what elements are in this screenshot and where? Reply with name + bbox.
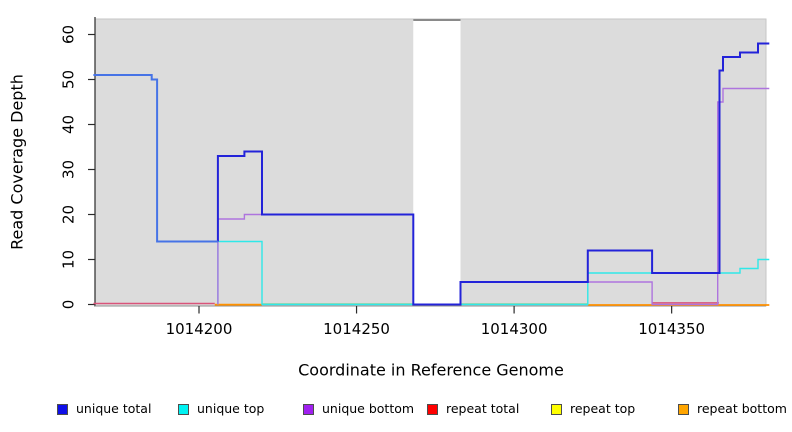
x-tick-label: 1014200	[166, 320, 233, 338]
y-axis-label: Read Coverage Depth	[7, 74, 27, 250]
masked-gap-band	[413, 19, 461, 306]
legend-swatch-repeat-total	[427, 403, 438, 415]
legend-item-unique-bottom: unique bottom	[303, 402, 414, 416]
legend-item-unique-top: unique top	[178, 402, 264, 416]
legend-swatch-unique-bottom	[303, 403, 314, 415]
unique-total-line	[216, 42, 770, 306]
legend-label: repeat top	[570, 401, 636, 416]
legend-label: repeat bottom	[697, 401, 787, 416]
y-tick-label: 30	[59, 160, 77, 179]
x-tick-label: 1014300	[481, 320, 548, 338]
x-tick-label: 1014250	[323, 320, 390, 338]
legend-label: unique bottom	[322, 401, 415, 416]
legend-label: unique top	[197, 401, 265, 416]
legend-label: unique total	[76, 401, 152, 416]
y-tick-label: 10	[59, 250, 77, 269]
total-left-line	[93, 74, 218, 243]
legend-item-repeat-bottom: repeat bottom	[678, 402, 787, 416]
x-axis-label: Coordinate in Reference Genome	[298, 360, 564, 380]
x-tick-label: 1014350	[638, 320, 705, 338]
y-tick-label: 60	[59, 25, 77, 44]
legend-item-unique-total: unique total	[57, 402, 151, 416]
y-tick-label: 50	[59, 70, 77, 89]
legend-swatch-unique-total	[57, 403, 68, 415]
legend-item-repeat-top: repeat top	[551, 402, 635, 416]
legend-swatch-unique-top	[178, 403, 189, 415]
legend-swatch-repeat-top	[551, 403, 562, 415]
y-tick-label: 0	[59, 300, 77, 310]
y-tick-label: 20	[59, 205, 77, 224]
legend-label: repeat total	[446, 401, 520, 416]
y-tick-label: 40	[59, 115, 77, 134]
legend-swatch-repeat-bottom	[678, 403, 689, 415]
legend-item-repeat-total: repeat total	[427, 402, 519, 416]
